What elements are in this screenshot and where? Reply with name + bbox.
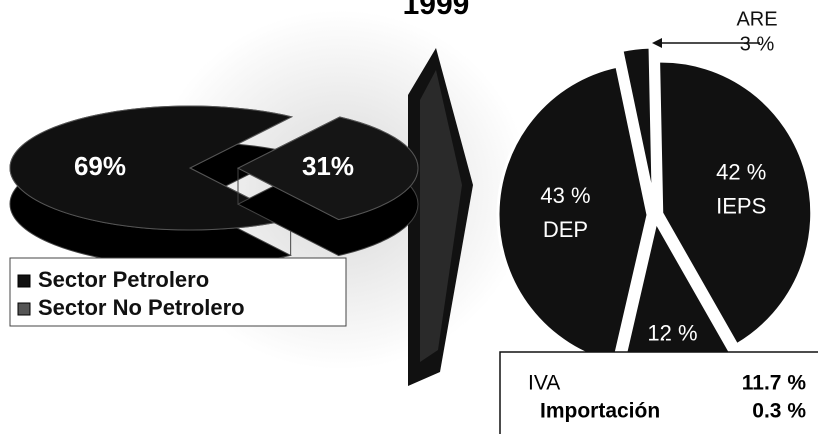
value-label: 42 % <box>716 159 766 184</box>
value-label: 31% <box>302 151 354 181</box>
value-label: 43 % <box>540 183 590 208</box>
chart-title: 1999 <box>403 0 470 21</box>
legend-label: Sector No Petrolero <box>38 295 245 320</box>
breakdown-value: 0.3 % <box>752 400 806 423</box>
pointer-head <box>652 38 662 48</box>
legend-marker <box>18 275 30 287</box>
value-label: 12 % <box>647 321 697 346</box>
category-label: DEP <box>543 217 588 242</box>
value-label: 3 % <box>740 33 775 55</box>
breakdown-label: Importación <box>540 400 660 423</box>
legend-marker <box>18 303 30 315</box>
breakdown-value: 11.7 % <box>742 372 807 395</box>
breakdown-label: IVA <box>528 372 560 395</box>
slice <box>498 66 648 363</box>
slice-top <box>498 66 648 363</box>
category-label: IEPS <box>716 193 766 218</box>
legend-label: Sector Petrolero <box>38 267 209 292</box>
chart: 1999 69% 31% ARE 3 % 42 % IEPS 12 % 43 % DEP Sec… <box>0 0 818 434</box>
category-label: ARE <box>736 8 777 30</box>
value-label: 69% <box>74 151 126 181</box>
